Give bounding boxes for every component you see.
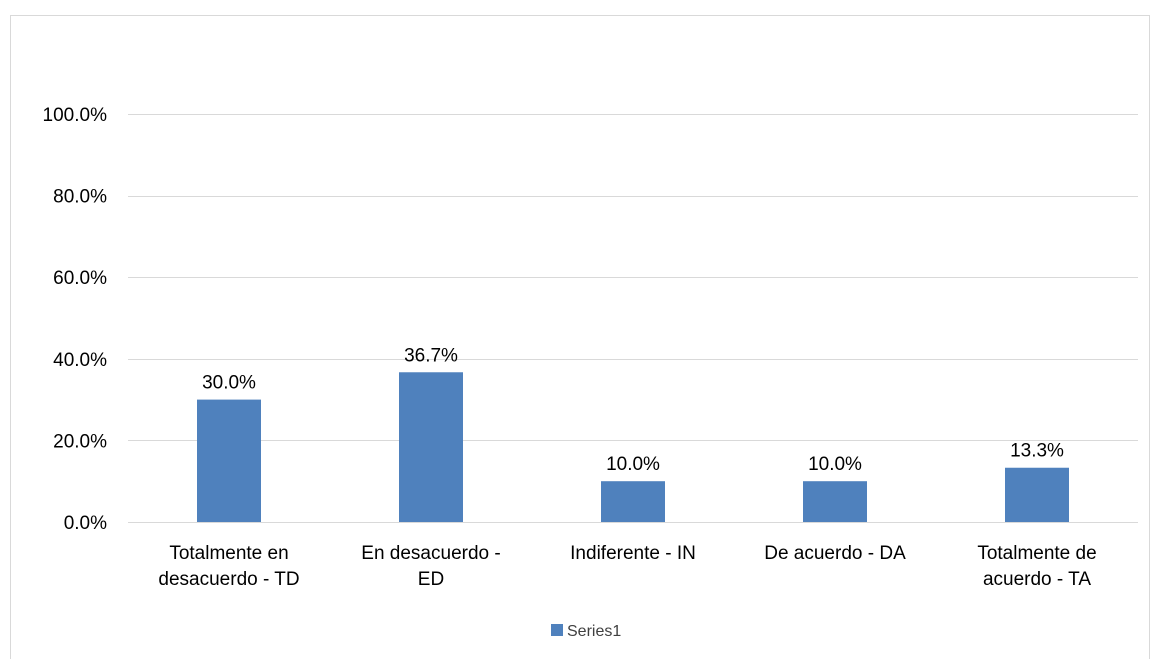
x-category-label: De acuerdo - DA <box>764 543 906 564</box>
x-category-label: ED <box>418 569 444 590</box>
data-label: 36.7% <box>404 345 458 366</box>
data-label: 10.0% <box>606 454 660 475</box>
data-label: 13.3% <box>1010 441 1064 462</box>
legend: Series1 <box>551 623 621 640</box>
bar <box>803 481 867 522</box>
legend-swatch <box>551 624 563 636</box>
data-labels: 30.0% 36.7% 10.0% 10.0% 13.3% <box>202 345 1064 475</box>
x-axis-category-labels: Totalmente en desacuerdo - TD En desacuerd… <box>158 543 1096 590</box>
gridlines <box>128 114 1138 523</box>
chart-frame <box>10 15 1150 659</box>
y-tick-label: 80.0% <box>53 187 107 208</box>
x-category-label: desacuerdo - TD <box>158 569 299 590</box>
bar <box>1005 467 1069 522</box>
bar <box>197 399 261 522</box>
y-tick-label: 100.0% <box>43 105 108 126</box>
bar <box>399 372 463 522</box>
legend-label: Series1 <box>567 623 621 640</box>
x-category-label: acuerdo - TA <box>983 569 1091 590</box>
data-label: 10.0% <box>808 454 862 475</box>
x-category-label: Totalmente de <box>977 543 1096 564</box>
x-category-label: Totalmente en <box>169 543 288 564</box>
y-axis-tick-labels: 0.0% 20.0% 40.0% 60.0% 80.0% 100.0% <box>43 105 108 534</box>
bars <box>197 372 1069 522</box>
y-tick-label: 0.0% <box>64 513 107 534</box>
y-tick-label: 60.0% <box>53 268 107 289</box>
bar <box>601 481 665 522</box>
x-category-label: Indiferente - IN <box>570 543 696 564</box>
y-tick-label: 20.0% <box>53 431 107 452</box>
x-category-label: En desacuerdo - <box>361 543 500 564</box>
data-label: 30.0% <box>202 373 256 394</box>
y-tick-label: 40.0% <box>53 350 107 371</box>
